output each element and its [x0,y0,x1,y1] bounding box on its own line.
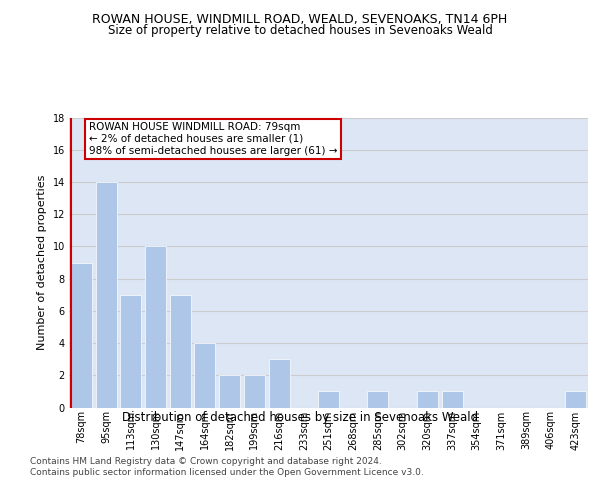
Bar [71,262,92,408]
Bar [244,376,265,408]
Bar [170,294,191,408]
Bar [269,359,290,408]
Bar [219,376,240,408]
Bar [318,392,339,407]
Bar [417,392,438,407]
Bar [442,392,463,407]
Bar [194,343,215,407]
Bar [95,182,116,408]
Text: Distribution of detached houses by size in Sevenoaks Weald: Distribution of detached houses by size … [122,411,478,424]
Text: ROWAN HOUSE, WINDMILL ROAD, WEALD, SEVENOAKS, TN14 6PH: ROWAN HOUSE, WINDMILL ROAD, WEALD, SEVEN… [92,12,508,26]
Bar [120,294,141,408]
Bar [145,246,166,408]
Bar [367,392,388,407]
Y-axis label: Number of detached properties: Number of detached properties [37,175,47,350]
Bar [565,392,586,407]
Text: Contains HM Land Registry data © Crown copyright and database right 2024.
Contai: Contains HM Land Registry data © Crown c… [30,458,424,477]
Text: ROWAN HOUSE WINDMILL ROAD: 79sqm
← 2% of detached houses are smaller (1)
98% of : ROWAN HOUSE WINDMILL ROAD: 79sqm ← 2% of… [89,122,337,156]
Text: Size of property relative to detached houses in Sevenoaks Weald: Size of property relative to detached ho… [107,24,493,37]
